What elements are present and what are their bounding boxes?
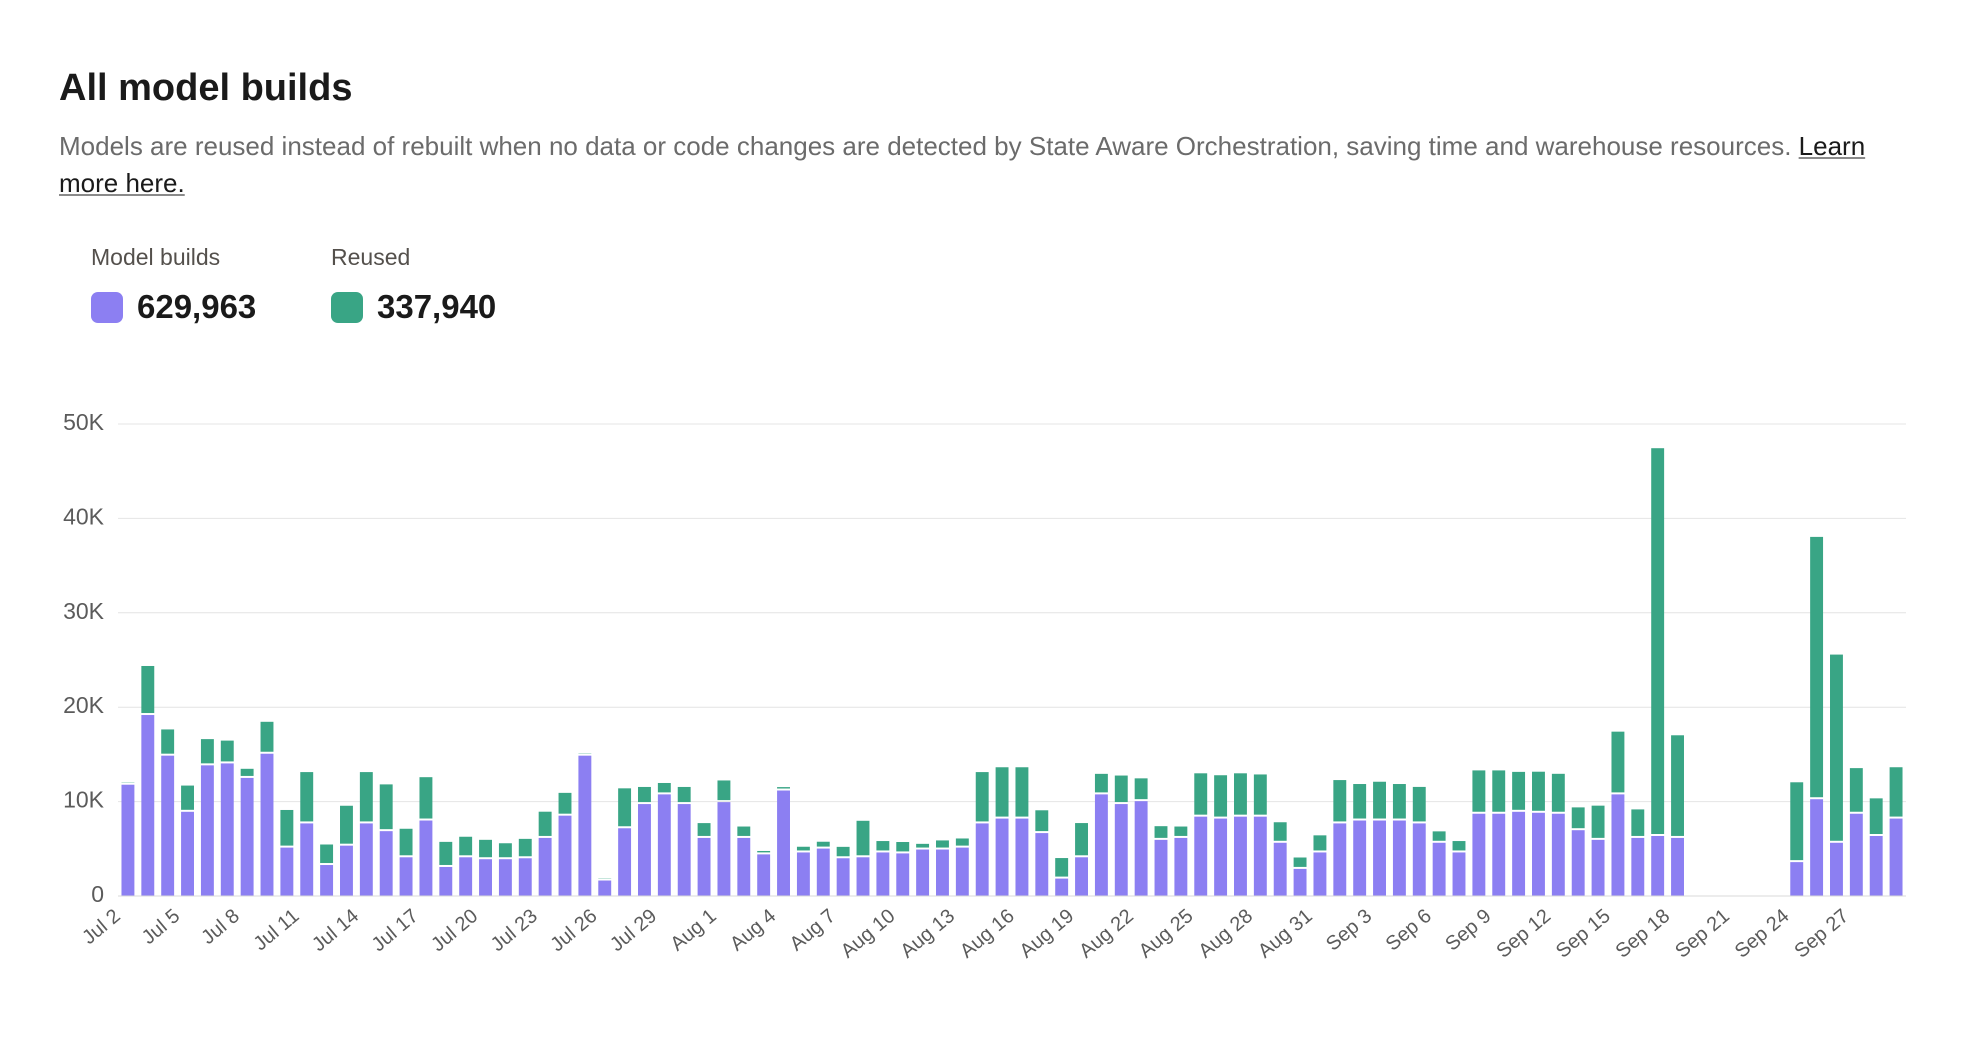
svg-text:Aug 25: Aug 25 [1135,905,1198,963]
svg-text:Jul 29: Jul 29 [606,905,661,956]
svg-text:Aug 22: Aug 22 [1075,905,1138,963]
svg-text:Sep 6: Sep 6 [1382,905,1436,955]
svg-text:Sep 9: Sep 9 [1441,905,1495,955]
svg-text:50K: 50K [63,410,105,435]
svg-text:Jul 26: Jul 26 [546,905,601,956]
svg-text:30K: 30K [63,598,105,624]
svg-text:Aug 13: Aug 13 [896,905,959,963]
svg-text:Jul 11: Jul 11 [250,905,304,955]
svg-text:0: 0 [91,881,104,907]
svg-text:Aug 10: Aug 10 [837,905,900,963]
svg-text:Jul 5: Jul 5 [138,905,185,949]
svg-text:20K: 20K [63,692,105,718]
svg-text:Jul 17: Jul 17 [368,905,423,956]
svg-text:10K: 10K [63,787,105,813]
svg-text:Aug 16: Aug 16 [956,905,1019,963]
svg-text:Jul 8: Jul 8 [197,905,244,949]
svg-text:Aug 31: Aug 31 [1254,905,1317,963]
svg-text:Sep 3: Sep 3 [1322,905,1376,955]
svg-text:Aug 28: Aug 28 [1194,905,1257,963]
svg-text:40K: 40K [63,503,105,529]
svg-text:Aug 4: Aug 4 [726,905,780,955]
svg-text:Sep 27: Sep 27 [1790,905,1853,963]
svg-text:Sep 18: Sep 18 [1612,905,1675,963]
svg-text:Jul 20: Jul 20 [427,905,482,956]
svg-text:Jul 23: Jul 23 [487,905,542,956]
svg-text:Aug 1: Aug 1 [667,905,721,955]
svg-text:Sep 21: Sep 21 [1671,905,1734,963]
svg-text:Jul 14: Jul 14 [308,905,363,956]
svg-text:Aug 7: Aug 7 [786,905,840,955]
svg-text:Sep 12: Sep 12 [1492,905,1555,963]
svg-text:Aug 19: Aug 19 [1016,905,1079,963]
svg-text:Sep 24: Sep 24 [1731,905,1794,963]
svg-text:Sep 15: Sep 15 [1552,905,1615,963]
svg-text:Jul 2: Jul 2 [78,905,125,949]
